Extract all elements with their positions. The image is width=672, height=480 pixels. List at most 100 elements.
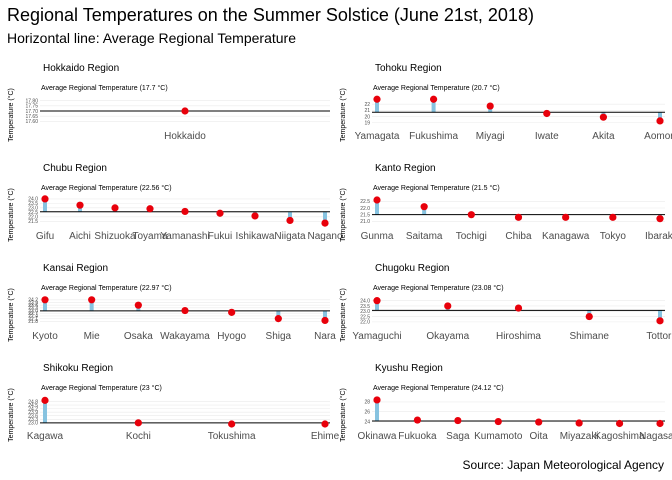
data-point <box>615 419 624 428</box>
x-tick-label: Tochigi <box>456 231 487 242</box>
data-point <box>228 308 236 316</box>
y-tick-label: 22.1 <box>28 316 38 322</box>
panel-title: Chugoku Region <box>375 263 450 274</box>
x-tick-label: Kumamoto <box>474 431 523 442</box>
panel-title: Tohoku Region <box>375 63 442 74</box>
panel-title: Shikoku Region <box>43 363 113 374</box>
data-point <box>656 117 664 125</box>
data-point <box>562 213 570 221</box>
y-tick-label: 24 <box>364 419 370 425</box>
data-point <box>535 418 543 426</box>
y-tick-label: 28 <box>364 400 370 406</box>
x-tick-label: Ibaraki <box>645 231 672 242</box>
x-tick-label: Kanagawa <box>542 231 590 242</box>
panel-title: Kyushu Region <box>375 363 443 374</box>
y-tick-label: 22.0 <box>28 215 38 221</box>
y-axis-title: Temperature (°C) <box>339 388 347 442</box>
data-point <box>413 416 422 424</box>
y-tick-label: 21.0 <box>360 219 370 225</box>
y-tick-label: 22.5 <box>360 314 370 320</box>
chart-caption: Source: Japan Meteorological Agency <box>462 458 664 472</box>
data-point <box>181 306 189 315</box>
bar-segment <box>375 399 379 421</box>
average-label: Average Regional Temperature (22.56 °C) <box>41 184 172 192</box>
y-axis-title: Temperature (°C) <box>339 288 347 342</box>
y-axis-title: Temperature (°C) <box>7 188 15 242</box>
data-point <box>585 312 593 321</box>
x-tick-label: Kagawa <box>27 431 64 442</box>
y-tick-label: 24.0 <box>28 197 38 203</box>
bar-segment <box>323 211 327 224</box>
bar-segment <box>43 400 47 423</box>
y-tick-label: 24.0 <box>360 298 370 304</box>
y-tick-label: 23.6 <box>28 414 38 420</box>
y-tick-label: 21 <box>364 108 370 114</box>
data-point <box>41 396 49 404</box>
y-tick-label: 24.2 <box>28 298 38 304</box>
data-point <box>656 419 664 428</box>
data-point <box>274 315 282 323</box>
bar-segment <box>288 211 292 221</box>
data-point <box>514 213 523 221</box>
y-tick-label: 23.9 <box>28 410 38 416</box>
x-tick-label: Shimane <box>570 331 610 342</box>
x-tick-label: Yamanashi <box>160 231 209 242</box>
y-tick-label: 17.80 <box>25 98 38 104</box>
y-tick-label: 17.65 <box>25 114 38 120</box>
data-point <box>181 207 189 216</box>
bar-segment <box>323 310 327 321</box>
data-point <box>251 212 259 220</box>
bar-segment <box>658 310 662 321</box>
facet-panel: Kanto Region Average Regional Temperature… <box>339 163 672 242</box>
chart-title: Regional Temperatures on the Summer Sols… <box>7 5 534 25</box>
y-tick-label: 24.5 <box>28 403 38 409</box>
average-label: Average Regional Temperature (24.12 °C) <box>373 384 504 392</box>
x-tick-label: Nagano <box>307 231 342 242</box>
y-tick-label: 22.4 <box>28 314 38 320</box>
x-tick-label: Tottori <box>646 331 672 342</box>
bar-segment <box>375 200 379 215</box>
y-tick-label: 19 <box>364 121 370 127</box>
y-tick-label: 22.5 <box>28 210 38 216</box>
bar-segment <box>276 310 281 319</box>
y-tick-label: 23.5 <box>28 201 38 207</box>
x-tick-label: Miyagi <box>476 131 505 142</box>
data-point <box>444 302 452 310</box>
x-tick-label: Saitama <box>406 231 443 242</box>
x-tick-label: Akita <box>592 131 615 142</box>
data-point <box>373 95 381 103</box>
y-tick-label: 23.0 <box>28 206 38 212</box>
y-tick-label: 23.0 <box>360 309 370 315</box>
panel-title: Chubu Region <box>43 163 107 174</box>
bar-segment <box>375 99 379 113</box>
average-label: Average Regional Temperature (23 °C) <box>41 384 162 392</box>
facet-panel: Hokkaido Region Average Regional Temperat… <box>7 63 330 142</box>
bar-segment <box>431 99 436 113</box>
data-point <box>181 107 189 115</box>
x-tick-label: Kagoshima <box>595 431 645 442</box>
x-tick-label: Kyoto <box>32 331 58 342</box>
x-tick-label: Okinawa <box>358 431 397 442</box>
y-axis-title: Temperature (°C) <box>7 88 15 142</box>
data-point <box>575 419 583 427</box>
y-tick-label: 24.8 <box>28 399 38 405</box>
x-tick-label: Hokkaido <box>164 131 206 142</box>
y-tick-label: 17.60 <box>25 119 38 125</box>
average-label: Average Regional Temperature (17.7 °C) <box>41 84 168 92</box>
data-point <box>41 296 49 304</box>
x-tick-label: Niigata <box>274 231 306 242</box>
y-tick-label: 26 <box>364 410 370 416</box>
x-tick-label: Tokyo <box>600 231 627 242</box>
bar-segment <box>422 206 427 215</box>
x-tick-label: Gunma <box>361 231 394 242</box>
data-point <box>286 216 294 225</box>
data-point <box>76 201 84 209</box>
facet-panel: Chubu Region Average Regional Temperature… <box>7 163 343 242</box>
y-tick-label: 24.2 <box>28 406 38 412</box>
data-point <box>494 417 502 426</box>
y-axis-title: Temperature (°C) <box>7 288 15 342</box>
x-tick-label: Nagasaki <box>639 431 672 442</box>
data-point <box>514 304 523 312</box>
x-tick-label: Yamaguchi <box>352 331 401 342</box>
x-tick-label: Hyogo <box>217 331 246 342</box>
